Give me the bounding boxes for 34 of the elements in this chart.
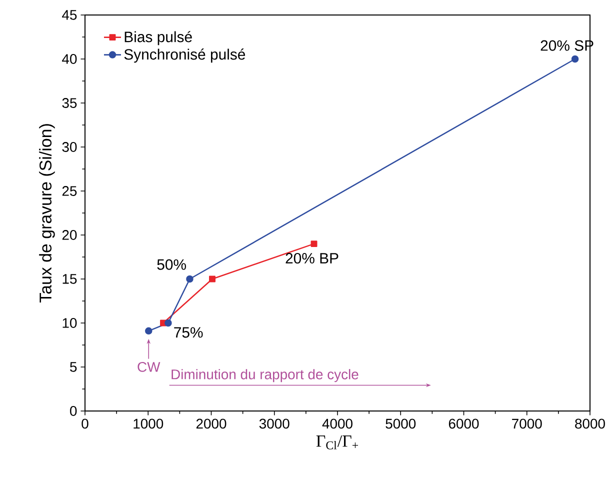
x-tick-label: 2000	[196, 418, 226, 429]
annotation: CW	[138, 362, 160, 372]
x-tick-label: 8000	[575, 418, 605, 429]
y-tick-label: 25	[62, 186, 77, 196]
y-tick-label: 10	[62, 318, 77, 328]
x-tick-label: 3000	[259, 418, 290, 429]
annotation: 50%	[157, 259, 186, 270]
point	[310, 240, 318, 248]
x-tick-label: 1000	[134, 418, 164, 429]
point	[164, 319, 172, 327]
annotation: 20% BP	[286, 252, 338, 264]
annotation: Diminution du rapport de cycle	[172, 369, 358, 382]
point	[144, 327, 152, 335]
y-tick-label: 35	[62, 98, 77, 108]
x-tick-label: 6000	[448, 418, 479, 429]
x-axis-title: Γ$_{Cl}$/Γ$_{+}$	[316, 435, 358, 450]
x-tick-label: 0	[82, 418, 88, 429]
y-tick-label: 0	[70, 406, 77, 416]
point	[571, 55, 579, 63]
y-tick-label: 45	[62, 10, 77, 20]
legend-label: Bias pulsé	[124, 31, 192, 46]
y-tick-label: 40	[62, 54, 77, 64]
point	[209, 276, 216, 282]
y-tick-label: 20	[62, 230, 77, 240]
x-tick-label: 4000	[322, 418, 352, 429]
point	[186, 275, 194, 283]
y-tick-label: 30	[62, 142, 77, 152]
x-tick-label: 7000	[512, 418, 542, 429]
y-axis-title: Taux de gravure (Si/ion)	[39, 124, 55, 303]
y-tick-label: 15	[62, 274, 77, 284]
annotation: 75%	[174, 327, 203, 338]
x-tick-label: 5000	[386, 418, 416, 429]
y-tick-label: 5	[70, 362, 77, 372]
legend-label: Synchronisé pulsé	[124, 48, 246, 63]
